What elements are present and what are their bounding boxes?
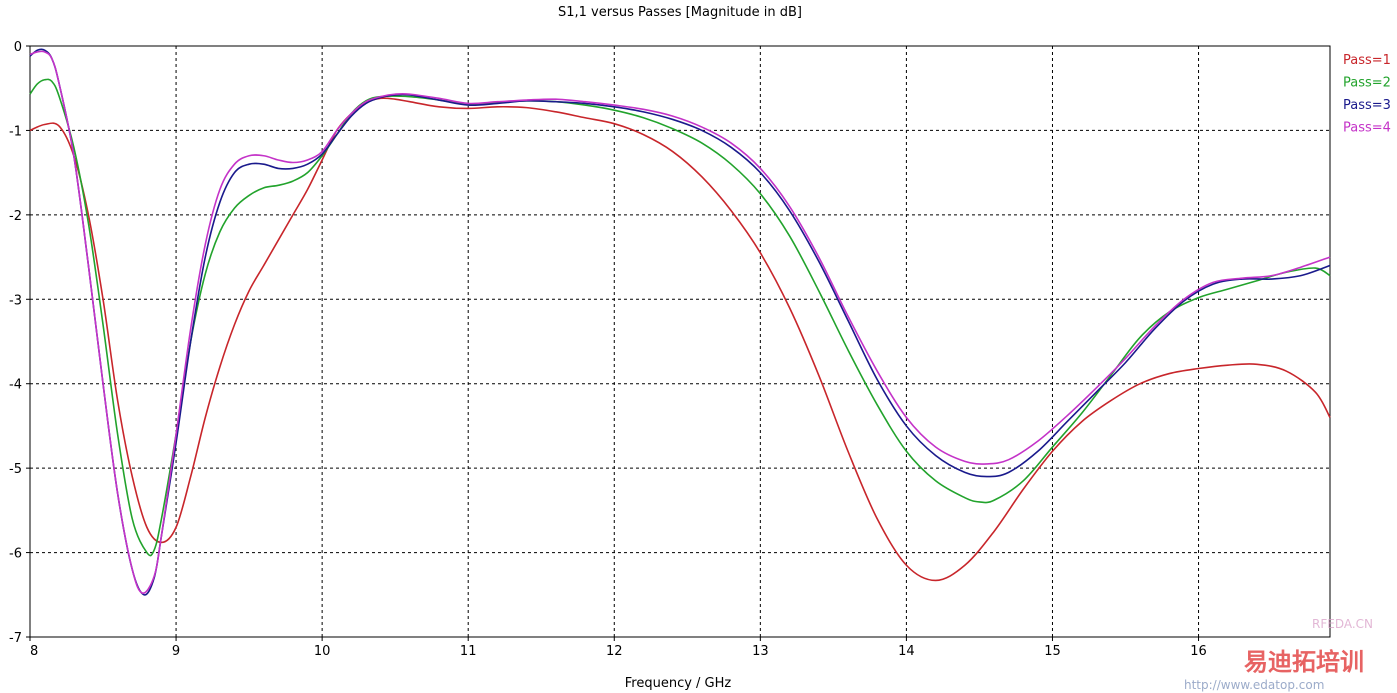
series-line-pass-4 [29, 50, 1331, 594]
y-tick-label: -1 [9, 124, 22, 139]
plot-area [29, 45, 1331, 638]
x-tick-label: 15 [1044, 644, 1061, 659]
x-tick-label: 9 [172, 644, 180, 659]
watermark-brand: 易迪拓培训 [1244, 648, 1364, 676]
legend-entry-pass-2: Pass=2 [1343, 76, 1391, 91]
chart-title: S1,1 versus Passes [Magnitude in dB] [558, 5, 802, 20]
legend-entry-pass-4: Pass=4 [1343, 121, 1391, 136]
x-tick-label: 10 [314, 644, 331, 659]
series-line-pass-2 [29, 78, 1331, 557]
x-axis-ticks: 8 9 10 11 12 13 14 15 16 [29, 637, 1207, 659]
y-tick-label: -3 [9, 293, 22, 308]
y-tick-label: -4 [9, 378, 22, 393]
y-tick-label: 0 [14, 40, 22, 55]
y-tick-label: -2 [9, 209, 22, 224]
x-tick-label: 13 [752, 644, 769, 659]
x-tick-label: 14 [898, 644, 915, 659]
watermark-url: http://www.edatop.com [1184, 678, 1324, 692]
x-tick-label: 16 [1190, 644, 1207, 659]
watermark-site-tag: RFEDA.CN [1312, 617, 1373, 631]
grid-lines [30, 46, 1330, 637]
x-tick-label: 11 [460, 644, 477, 659]
y-tick-label: -5 [9, 462, 22, 477]
series-line-pass-1 [29, 97, 1331, 582]
x-tick-label: 8 [30, 644, 38, 659]
series-lines [29, 48, 1331, 596]
y-axis-ticks: 0 -1 -2 -3 -4 -5 -6 -7 [9, 40, 30, 646]
y-tick-label: -6 [9, 547, 22, 562]
y-tick-label: -7 [9, 631, 22, 646]
legend-entry-pass-1: Pass=1 [1343, 53, 1391, 68]
x-tick-label: 12 [606, 644, 623, 659]
legend: Pass=1 Pass=2 Pass=3 Pass=4 [1343, 53, 1391, 136]
x-axis-label: Frequency / GHz [625, 676, 732, 691]
watermark: RFEDA.CN 易迪拓培训 http://www.edatop.com [1184, 617, 1373, 692]
legend-entry-pass-3: Pass=3 [1343, 98, 1391, 113]
